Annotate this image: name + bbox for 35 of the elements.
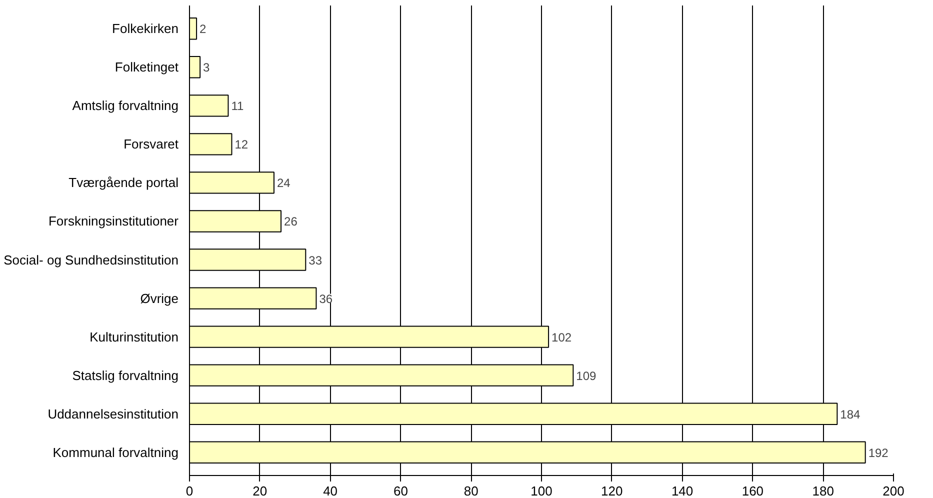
y-tick-label: Tværgående portal xyxy=(68,175,179,190)
x-tick-label: 140 xyxy=(671,484,694,498)
y-tick-label: Statslig forvaltning xyxy=(72,368,179,383)
data-label: 109 xyxy=(576,368,597,383)
data-label: 184 xyxy=(840,407,861,422)
y-tick-label: Øvrige xyxy=(140,290,179,306)
y-tick-label: Folketinget xyxy=(114,60,179,75)
x-tick-label: 180 xyxy=(812,484,834,498)
data-label: 192 xyxy=(868,446,889,460)
y-tick-label: Folkekirken xyxy=(112,21,178,36)
data-label: 33 xyxy=(308,253,322,268)
x-tick-label: 100 xyxy=(530,484,552,498)
x-tick-label: 40 xyxy=(323,484,338,498)
data-label: 24 xyxy=(276,176,291,190)
x-tick-label: 160 xyxy=(742,484,764,498)
x-tick-label: 200 xyxy=(882,484,904,498)
data-label: 102 xyxy=(552,330,572,344)
y-tick-label: Kommunal forvaltning xyxy=(52,444,179,460)
data-label: 11 xyxy=(231,99,244,114)
y-tick-label: Forsvaret xyxy=(124,136,179,152)
x-tick-label: 80 xyxy=(464,484,478,498)
y-tick-label: Forskningsinstitutioner xyxy=(48,214,180,229)
x-tick-label: 60 xyxy=(393,484,408,498)
y-tick-label: Kulturinstitution xyxy=(90,329,179,344)
data-label: 26 xyxy=(284,214,298,229)
data-label: 12 xyxy=(234,138,248,152)
data-label: 36 xyxy=(319,292,333,306)
x-tick-label: 0 xyxy=(186,484,194,498)
x-tick-label: 120 xyxy=(601,484,623,498)
x-tick-label: 20 xyxy=(252,484,268,498)
y-tick-label: Social- og Sundhedsinstitution xyxy=(4,252,178,268)
data-label: 2 xyxy=(200,22,207,36)
y-tick-label: Uddannelsesinstitution xyxy=(48,406,179,422)
data-label: 3 xyxy=(203,60,210,75)
y-tick-label: Amtslig forvaltning xyxy=(72,98,179,114)
